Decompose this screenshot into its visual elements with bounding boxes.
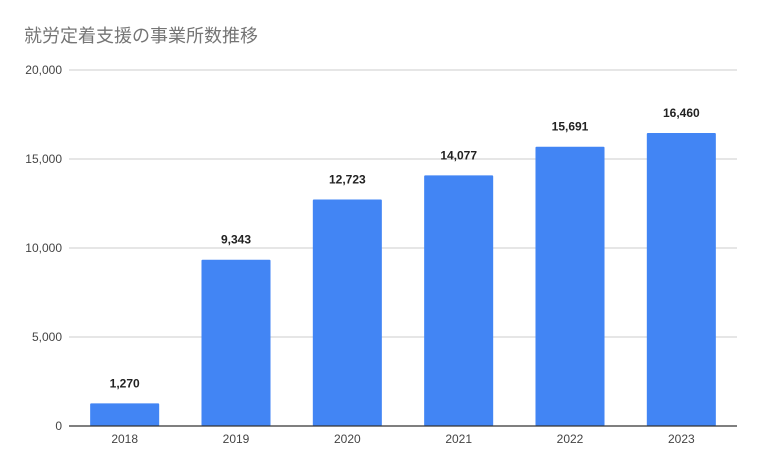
bar-2020: [312, 199, 382, 426]
bar-2022: [535, 146, 605, 426]
x-tick-label: 2018: [111, 432, 138, 446]
y-tick-label: 20,000: [25, 63, 62, 77]
data-label: 14,077: [440, 148, 477, 162]
data-label: 1,270: [110, 376, 140, 390]
data-label: 16,460: [663, 106, 700, 120]
x-tick-label: 2023: [668, 432, 695, 446]
y-tick-label: 0: [55, 419, 62, 433]
bar-2018: [90, 403, 160, 426]
data-label: 9,343: [221, 233, 251, 247]
x-tick-label: 2021: [445, 432, 472, 446]
y-tick-label: 5,000: [32, 330, 62, 344]
data-label: 12,723: [329, 173, 366, 187]
bar-2023: [646, 133, 716, 426]
x-tick-label: 2020: [334, 432, 361, 446]
y-tick-label: 15,000: [25, 152, 62, 166]
bar-2021: [424, 175, 494, 426]
x-tick-label: 2019: [223, 432, 250, 446]
bar-2019: [201, 259, 271, 426]
chart-title: 就労定着支援の事業所数推移: [24, 26, 258, 47]
x-tick-label: 2022: [557, 432, 584, 446]
y-tick-label: 10,000: [25, 241, 62, 255]
data-label: 15,691: [552, 120, 589, 134]
